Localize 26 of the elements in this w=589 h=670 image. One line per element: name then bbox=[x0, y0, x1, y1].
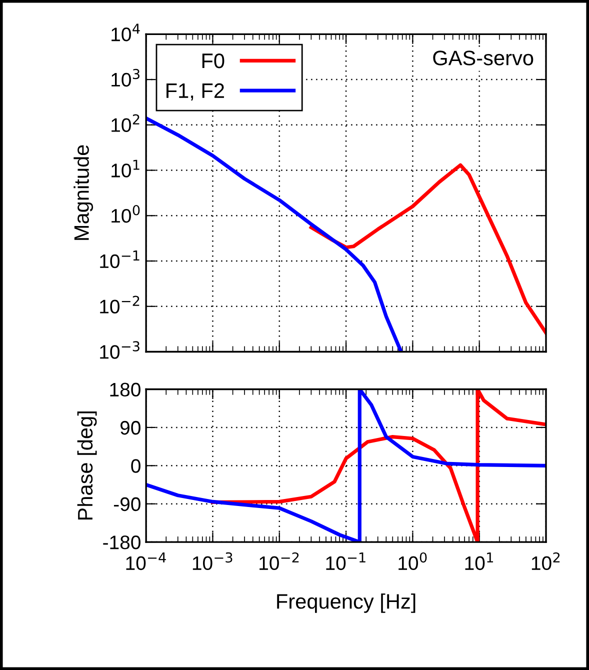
y-tick-label: 90 bbox=[120, 420, 140, 435]
x-tick-label: 10$^{−2}$ bbox=[260, 552, 299, 570]
y-tick-label: 10$^{1}$ bbox=[112, 160, 140, 178]
x-tick-label: 10$^{−1}$ bbox=[326, 552, 366, 570]
y-axis-title: Magnitude bbox=[74, 145, 94, 240]
y-tick-label: -90 bbox=[114, 497, 140, 512]
y-tick-label: 10$^{−2}$ bbox=[100, 296, 140, 314]
y-axis-title: Phase [deg] bbox=[77, 412, 97, 520]
y-tick-label: -180 bbox=[103, 536, 140, 550]
annotation: GAS-servo bbox=[433, 50, 534, 66]
y-tick-label: 10$^{0}$ bbox=[112, 204, 140, 223]
x-axis-title: Frequency [Hz] bbox=[277, 593, 416, 613]
x-tick-label: 10$^{1}$ bbox=[465, 552, 494, 570]
x-tick-label: 10$^{−4}$ bbox=[126, 552, 166, 570]
y-tick-label: 10$^{−1}$ bbox=[100, 250, 140, 268]
y-tick-label: 10$^{3}$ bbox=[112, 68, 140, 87]
legend-label: F1, F2 bbox=[166, 83, 224, 101]
x-tick-label: 10$^{0}$ bbox=[398, 552, 427, 570]
x-tick-label: 10$^{2}$ bbox=[532, 552, 560, 570]
y-tick-label: 10$^{4}$ bbox=[112, 24, 140, 42]
y-tick-label: 10$^{−3}$ bbox=[100, 341, 140, 359]
y-tick-label: 0 bbox=[131, 459, 140, 473]
y-tick-label: 10$^{2}$ bbox=[112, 114, 140, 132]
y-tick-label: 180 bbox=[110, 382, 140, 397]
legend-label: F0 bbox=[202, 53, 224, 68]
x-tick-label: 10$^{−3}$ bbox=[192, 552, 232, 570]
